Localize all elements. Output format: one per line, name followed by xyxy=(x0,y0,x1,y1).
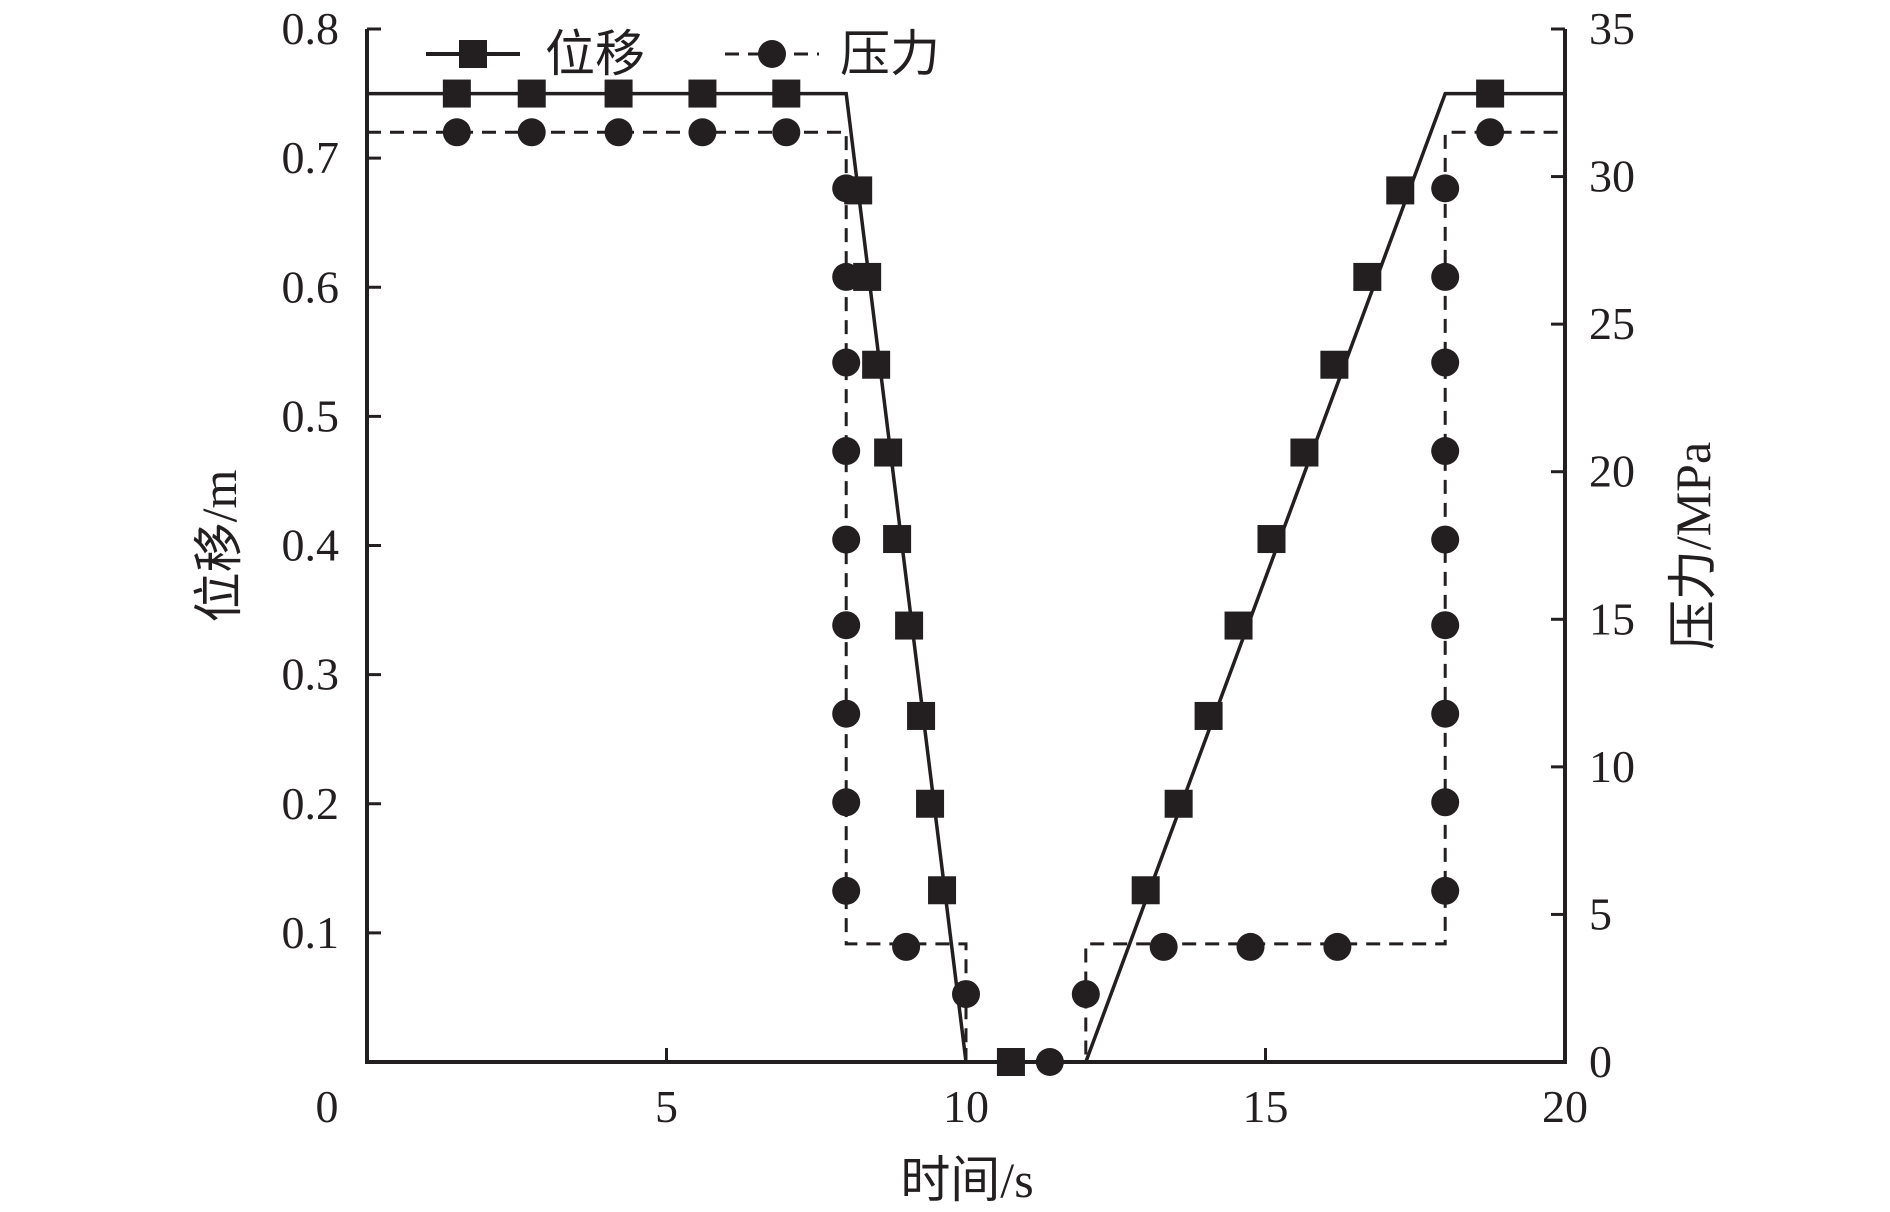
pressure-point-28 xyxy=(1431,788,1460,817)
pressure-point-29 xyxy=(1431,876,1460,905)
right-y-tick-label-5: 25 xyxy=(1589,298,1635,349)
pressure-point-2 xyxy=(604,118,633,147)
displacement-point-8 xyxy=(874,438,903,467)
pressure-point-26 xyxy=(1431,611,1460,640)
pressure-point-3 xyxy=(688,118,717,147)
series-layer xyxy=(367,79,1565,1076)
legend-marker-square xyxy=(459,40,487,68)
displacement-point-7 xyxy=(862,350,891,379)
displacement-point-9 xyxy=(883,525,912,554)
displacement-point-24 xyxy=(1476,79,1505,108)
pressure-point-27 xyxy=(1431,699,1460,728)
legend-marker-circle xyxy=(758,40,786,68)
displacement-point-19 xyxy=(1257,525,1286,554)
displacement-point-1 xyxy=(517,79,546,108)
pressure-point-5 xyxy=(832,174,861,203)
pressure-point-14 xyxy=(892,932,921,961)
pressure-point-13 xyxy=(832,876,861,905)
right-y-tick-label-2: 10 xyxy=(1589,741,1635,792)
displacement-point-18 xyxy=(1224,611,1253,640)
right-y-tick-label-3: 15 xyxy=(1589,593,1635,644)
displacement-point-2 xyxy=(604,79,633,108)
x-tick-label-3: 15 xyxy=(1243,1081,1289,1132)
displacement-point-17 xyxy=(1194,701,1223,730)
x-axis-title: 时间/s xyxy=(900,1152,1033,1208)
pressure-point-7 xyxy=(832,348,861,377)
pressure-point-21 xyxy=(1431,174,1460,203)
right-y-axis-title: 压力/MPa xyxy=(1665,442,1721,650)
displacement-point-20 xyxy=(1290,438,1319,467)
pressure-line xyxy=(367,130,1565,1064)
left-y-tick-label-4: 0.5 xyxy=(282,390,340,441)
pressure-point-9 xyxy=(832,525,861,554)
displacement-point-3 xyxy=(688,79,717,108)
left-y-tick-label-7: 0.8 xyxy=(282,3,340,54)
pressure-point-20 xyxy=(1323,932,1352,961)
right-y-tick-label-0: 0 xyxy=(1589,1036,1612,1087)
displacement-point-22 xyxy=(1353,262,1382,291)
displacement-point-12 xyxy=(916,789,945,818)
right-y-tick-label-4: 20 xyxy=(1589,446,1635,497)
pressure-point-17 xyxy=(1071,980,1100,1009)
displacement-line xyxy=(367,91,1565,1064)
right-y-tick-label-6: 30 xyxy=(1589,151,1635,202)
pressure-point-24 xyxy=(1431,437,1460,466)
displacement-point-16 xyxy=(1164,789,1193,818)
left-y-tick-label-1: 0.2 xyxy=(282,778,340,829)
pressure-point-22 xyxy=(1431,262,1460,291)
pressure-point-8 xyxy=(832,437,861,466)
displacement-point-0 xyxy=(442,79,471,108)
left-y-tick-label-2: 0.3 xyxy=(282,649,340,700)
pressure-point-4 xyxy=(772,118,801,147)
x-tick-label-0: 0 xyxy=(316,1081,339,1132)
left-y-tick-label-3: 0.4 xyxy=(282,520,340,571)
x-tick-label-1: 5 xyxy=(655,1081,678,1132)
right-y-tick-label-7: 35 xyxy=(1589,3,1635,54)
pressure-point-10 xyxy=(832,611,861,640)
pressure-point-1 xyxy=(517,118,546,147)
pressure-point-23 xyxy=(1431,348,1460,377)
axis-ticks: 0 5 10 15 20 0.1 0.2 0.3 0.4 0.5 0.6 0.7 0.8 0 5 10 15 20… xyxy=(282,3,1636,1132)
left-y-axis-title: 位移/m xyxy=(191,470,247,623)
pressure-point-30 xyxy=(1476,118,1505,147)
displacement-point-23 xyxy=(1386,176,1415,205)
pressure-point-0 xyxy=(442,118,471,147)
legend-label-pressure: 压力 xyxy=(840,26,940,82)
displacement-point-4 xyxy=(772,79,801,108)
left-y-tick-label-0: 0.1 xyxy=(282,907,340,958)
legend: 位移 压力 xyxy=(426,26,940,82)
pressure-point-15 xyxy=(952,980,980,1009)
displacement-point-15 xyxy=(1131,876,1160,905)
displacement-point-11 xyxy=(907,701,936,730)
x-tick-label-2: 10 xyxy=(943,1081,989,1132)
pressure-point-19 xyxy=(1236,932,1265,961)
left-y-tick-label-5: 0.6 xyxy=(282,261,340,312)
pressure-point-12 xyxy=(832,788,861,817)
legend-label-displacement: 位移 xyxy=(545,26,645,82)
displacement-point-13 xyxy=(928,876,957,905)
displacement-point-10 xyxy=(895,611,924,640)
pressure-point-11 xyxy=(832,699,861,728)
x-tick-label-4: 20 xyxy=(1542,1081,1588,1132)
right-y-tick-label-1: 5 xyxy=(1589,888,1612,939)
pressure-point-6 xyxy=(832,262,861,291)
pressure-point-18 xyxy=(1149,932,1178,961)
left-y-tick-label-6: 0.7 xyxy=(282,132,340,183)
pressure-point-25 xyxy=(1431,525,1460,554)
displacement-point-21 xyxy=(1320,350,1349,379)
